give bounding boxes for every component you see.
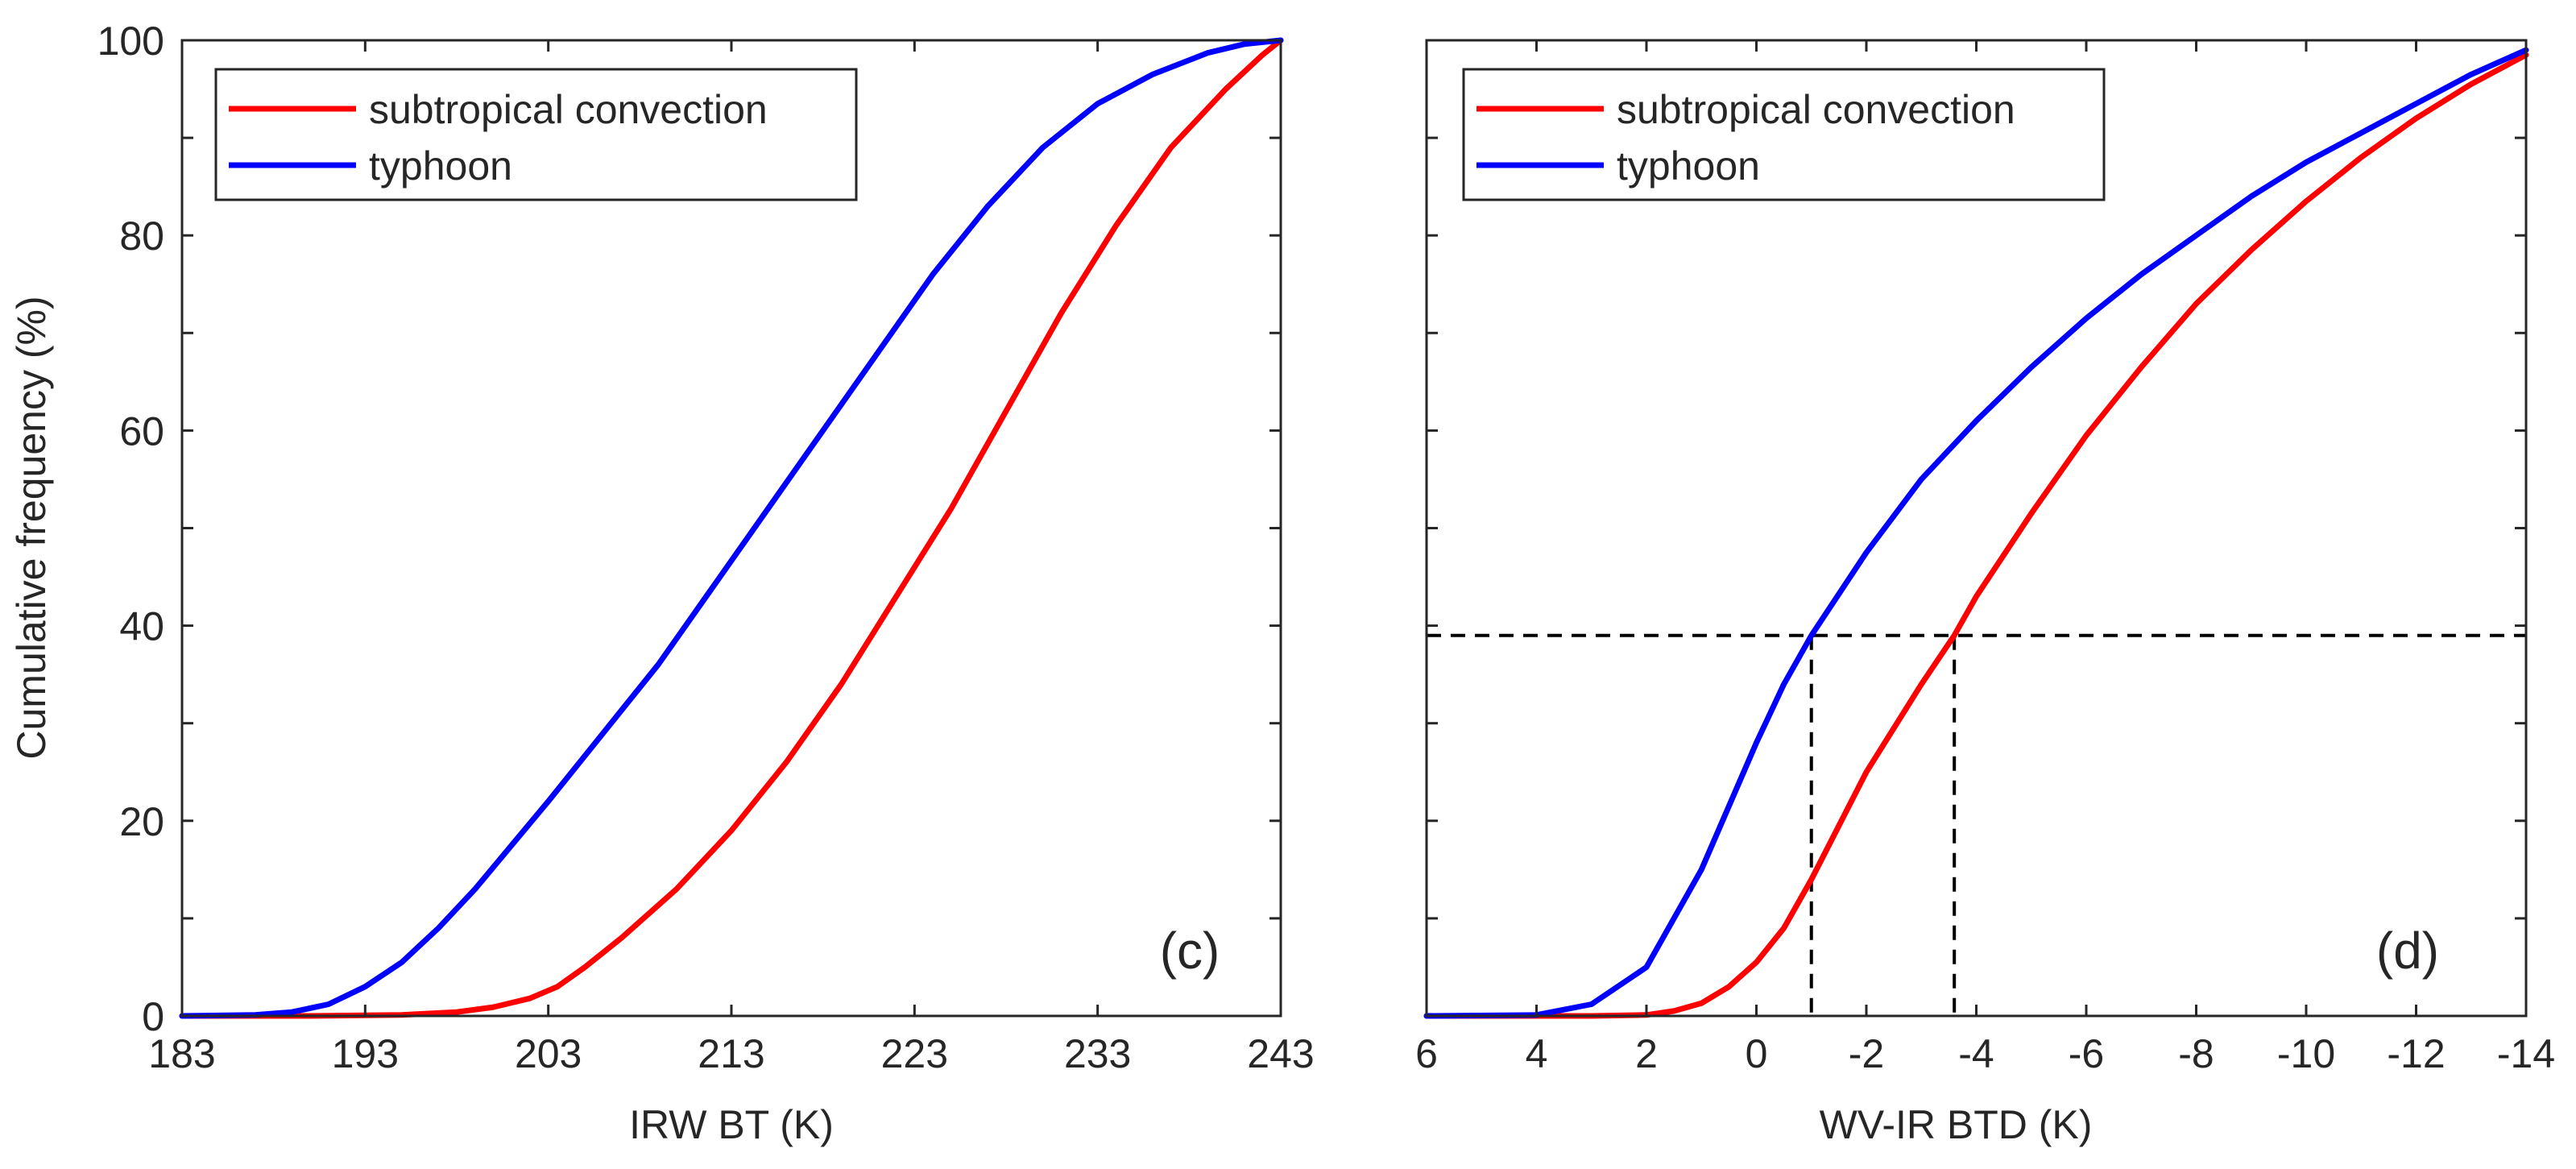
x-axis-label: IRW BT (K) (629, 1102, 834, 1147)
legend: subtropical convection typhoon (1462, 68, 2106, 201)
legend-box (1462, 68, 2106, 201)
series-line-subtropical-convection (1423, 52, 2529, 1019)
y-tick-label: 40 (119, 604, 164, 649)
x-tick-label: -2 (1849, 1031, 1884, 1076)
x-tick-label: -10 (2277, 1031, 2335, 1076)
panel-label-c: (c) (1160, 922, 1220, 980)
panel-label-d: (d) (2376, 922, 2439, 980)
x-tick-label: 203 (515, 1031, 582, 1076)
x-axis-label: WV-IR BTD (K) (1820, 1102, 2093, 1147)
panel-c: Cumulative frequency (%) IRW BT (K) 183 1… (9, 19, 1315, 1147)
series-line-typhoon (179, 37, 1284, 1019)
x-tick-label: -14 (2497, 1031, 2555, 1076)
x-tick-label: 6 (1415, 1031, 1438, 1076)
series-group (179, 37, 1284, 1019)
x-ticks: 6 4 2 0 -2 -4 -6 -8 -10 -12 -14 (1415, 40, 2555, 1076)
legend-label-typhoon: typhoon (369, 143, 512, 189)
x-tick-label: -6 (2069, 1031, 2104, 1076)
x-tick-label: 4 (1526, 1031, 1548, 1076)
series-line-typhoon (1423, 47, 2529, 1019)
y-tick-label: 0 (142, 994, 164, 1039)
x-tick-label: 0 (1746, 1031, 1768, 1076)
legend-label-subtropical: subtropical convection (1617, 87, 2015, 132)
y-axis-label: Cumulative frequency (%) (9, 296, 54, 759)
x-tick-label: 223 (881, 1031, 948, 1076)
x-tick-label: -8 (2178, 1031, 2214, 1076)
y-tick-label: 60 (119, 408, 164, 454)
x-tick-label: 2 (1635, 1031, 1658, 1076)
x-tick-label: -12 (2387, 1031, 2445, 1076)
y-ticks (1427, 39, 2526, 1018)
series-group (1423, 47, 2529, 1019)
x-ticks: 183 193 203 213 223 233 243 (148, 40, 1315, 1076)
x-tick-label: 213 (698, 1031, 764, 1076)
x-tick-label: 183 (148, 1031, 215, 1076)
legend-box (214, 68, 858, 201)
legend-label-typhoon: typhoon (1617, 143, 1760, 189)
reference-lines (1427, 633, 2526, 1016)
x-tick-label: -4 (1958, 1031, 1994, 1076)
y-tick-label: 100 (97, 19, 164, 64)
legend-label-subtropical: subtropical convection (369, 87, 768, 132)
panel-d: WV-IR BTD (K) 6 4 2 0 -2 -4 -6 -8 -10 -12 -14 subt… (1415, 39, 2555, 1147)
y-ticks: 0 20 40 60 80 100 (97, 19, 1281, 1039)
series-line-subtropical-convection (179, 37, 1284, 1019)
x-tick-label: 193 (332, 1031, 399, 1076)
y-tick-label: 20 (119, 799, 164, 844)
x-tick-label: 233 (1064, 1031, 1131, 1076)
y-tick-label: 80 (119, 213, 164, 259)
legend: subtropical convection typhoon (214, 68, 858, 201)
x-tick-label: 243 (1247, 1031, 1314, 1076)
